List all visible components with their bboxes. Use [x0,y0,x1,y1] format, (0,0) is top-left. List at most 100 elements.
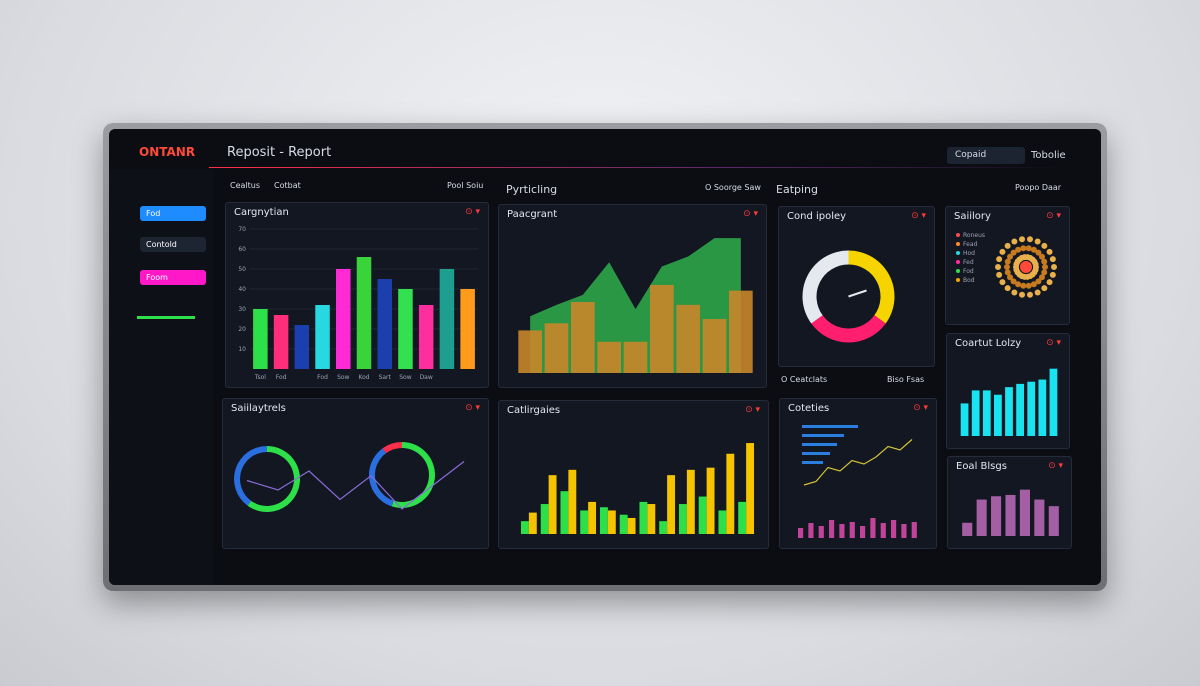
small-bar [849,522,855,538]
line [246,461,465,510]
y-tick-label: 10 [238,346,246,353]
ornament [1046,248,1053,255]
bar [962,522,973,536]
panel: Saiilaytrels ⊙ ▾ [222,398,489,549]
bar [1019,489,1030,536]
ornament [1041,269,1048,276]
panel-title: Paacgrant [507,209,558,220]
y-tick-label: 50 [238,266,246,273]
bar [540,504,549,534]
ornament [1034,289,1041,296]
bar [1027,381,1036,436]
legend-dot [956,269,960,273]
ornament [1004,269,1011,276]
legend-dot [956,233,960,237]
ornament [1011,289,1018,296]
ornament [1004,242,1011,249]
ornament [1020,282,1027,289]
ornament [1049,256,1056,263]
needle [848,289,867,298]
bar [548,475,557,534]
panel-title: Coteties [788,403,830,414]
section-label: O Soorge Saw [705,183,761,192]
bar [273,315,289,369]
logo: ONTANR [139,145,196,159]
ornament [1004,264,1010,270]
legend-dot [956,251,960,255]
bar [418,305,434,369]
panel-menu: ⊙ ▾ [465,207,480,217]
bar [1034,499,1045,536]
small-bar [860,526,866,538]
y-tick-label: 70 [238,226,246,233]
panel-title: Cargnytian [234,207,289,218]
ornament [995,264,1001,270]
panel-title: Coartut Lolzy [955,338,1022,349]
ornament [1049,271,1056,278]
bar [1048,506,1059,536]
panel-title: Saiilaytrels [231,403,286,414]
bar [623,341,648,373]
ornament [1026,236,1033,243]
ornament [1038,253,1045,260]
ornament [996,271,1003,278]
hbar [802,434,844,437]
bar [544,323,569,373]
small-bar [808,523,814,538]
panel-menu: ⊙ ▾ [743,209,758,219]
bar [439,269,455,369]
bar [647,504,656,534]
ornament [1041,242,1048,249]
small-bar [901,524,907,538]
section-label: Pyrticling [506,183,558,196]
legend-label: Hod [963,250,975,257]
x-tick-label: Daw [420,374,433,381]
panel-title: Catlirgaies [507,405,561,416]
hbar [802,461,823,464]
donut-segment [848,250,895,324]
small-bar [798,528,804,538]
header-button[interactable]: Tobolie [1031,150,1066,161]
y-tick-label: 20 [238,326,246,333]
search[interactable]: Copaid [947,147,1025,164]
ornament [1041,285,1048,292]
ornament [1010,278,1017,285]
panel-menu: ⊙ ▾ [913,403,928,413]
ornament [1026,291,1033,298]
nav-item[interactable]: Contold [140,237,206,252]
ornament [1019,291,1026,298]
legend-label: Fod [963,268,974,275]
panel-title: Saiilory [954,211,991,222]
panel-chart [520,443,755,534]
y-tick-label: 30 [238,306,246,313]
nav-item[interactable]: Fod [140,206,206,221]
bar [528,512,537,534]
panel: Coteties ⊙ ▾ [779,398,937,549]
bar [460,289,475,369]
ornament-center [1020,261,1032,273]
legend-dot [956,278,960,282]
panel: Coartut Lolzy ⊙ ▾ [946,333,1070,449]
section-label: Pool Soiu [447,181,484,190]
nav-item[interactable]: Foom [140,270,206,285]
hbar [802,425,858,428]
ornament [1042,264,1048,270]
panel-chart [960,368,1058,436]
panel: Paacgrant ⊙ ▾ [498,204,767,388]
bar [1049,368,1058,436]
x-tick-label: Kod [358,374,369,381]
panel: Cargnytian ⊙ ▾ 10 20 30 40 50 60 70 Tsol Fod Fod Sow… [225,202,489,388]
monitor: ONTANR Reposit - Report Copaid Tobolie F… [103,123,1107,591]
bar [356,257,372,369]
bar [377,279,392,369]
x-tick-label: Fod [276,374,287,381]
ring-segment [234,446,267,506]
ornament [1035,249,1042,256]
bar [726,453,735,534]
ornament [1007,274,1014,281]
bar [1005,494,1016,536]
legend-dot [956,260,960,264]
bar [639,501,648,534]
bar [570,302,595,373]
